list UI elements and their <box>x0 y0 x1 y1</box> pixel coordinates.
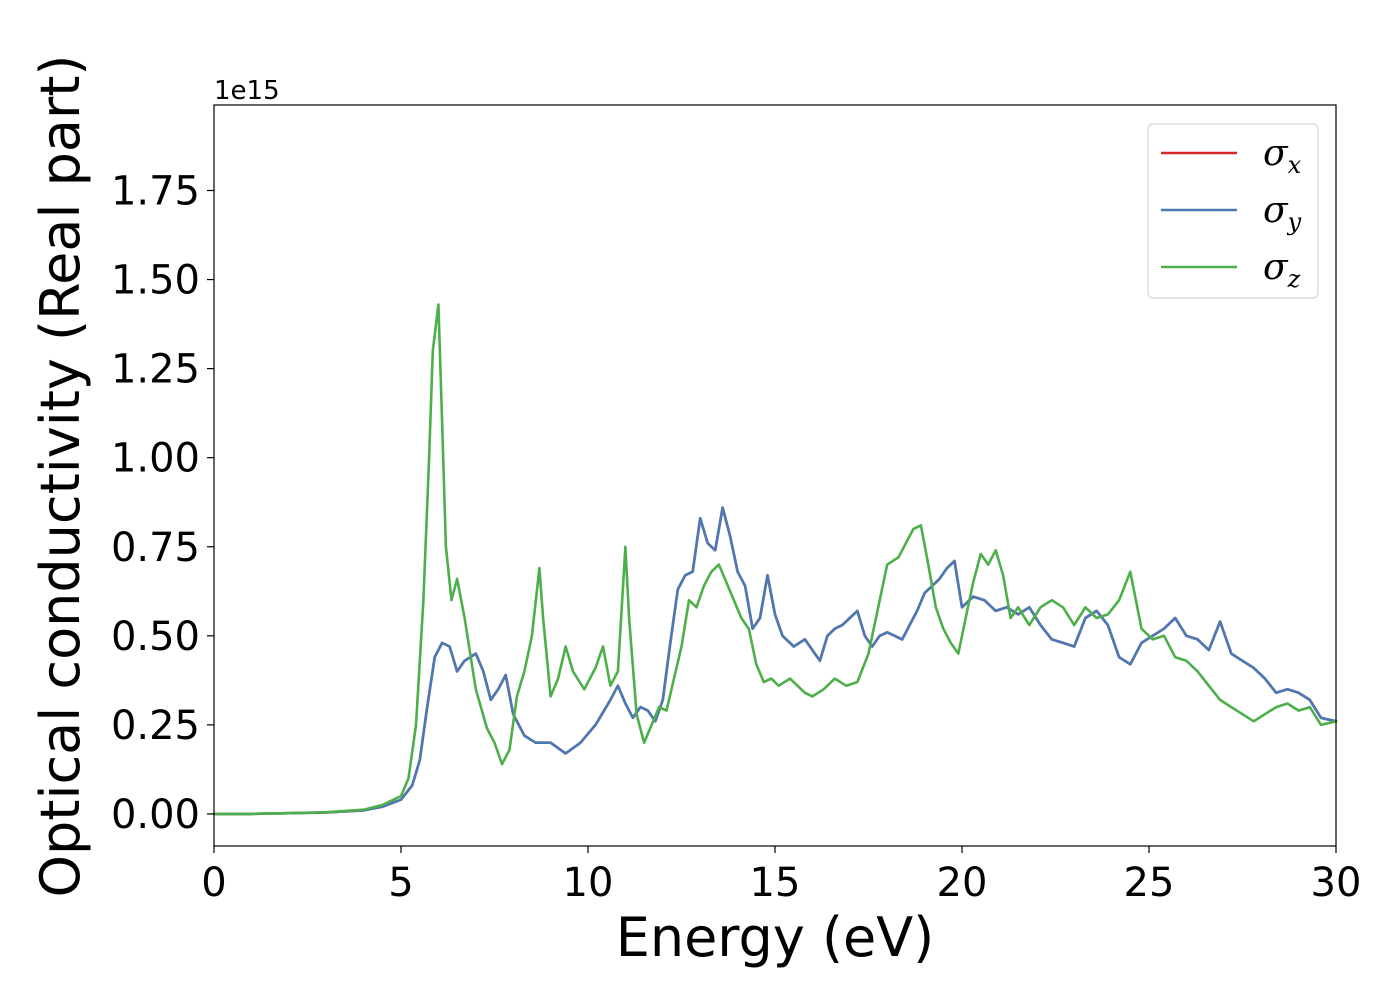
y-tick-label: 1.00 <box>111 436 200 482</box>
x-tick-label: 20 <box>937 860 988 906</box>
x-axis: 0 5 10 15 20 25 30 <box>201 846 1361 906</box>
y-tick-label: 1.50 <box>111 258 200 304</box>
legend-label-sigma-y: σy <box>1263 190 1302 236</box>
series-layer <box>212 303 1338 816</box>
y-tick-label: 1.25 <box>111 347 200 393</box>
series-line-sigma-z <box>212 303 1338 816</box>
y-tick-label: 0.25 <box>111 703 200 749</box>
x-tick-label: 10 <box>563 860 614 906</box>
legend-label-sigma-x: σx <box>1263 133 1302 179</box>
y-tick-label: 0.75 <box>111 525 200 571</box>
y-axis-title: Optical conductivity (Real part) <box>29 55 92 898</box>
x-tick-label: 0 <box>201 860 226 906</box>
y-tick-label: 0.00 <box>111 792 200 838</box>
x-tick-label: 5 <box>388 860 413 906</box>
series-line-sigma-y <box>212 506 1338 816</box>
y-tick-label: 1.75 <box>111 169 200 215</box>
x-tick-label: 25 <box>1124 860 1175 906</box>
y-axis: 0.00 0.25 0.50 0.75 1.00 1.25 1.50 1.75 <box>111 169 214 838</box>
y-axis-offset-label: 1e15 <box>214 76 280 106</box>
x-tick-label: 30 <box>1311 860 1362 906</box>
x-axis-title: Energy (eV) <box>616 906 935 969</box>
x-tick-label: 15 <box>750 860 801 906</box>
y-tick-label: 0.50 <box>111 614 200 660</box>
series-line-sigma-x <box>212 506 1338 816</box>
